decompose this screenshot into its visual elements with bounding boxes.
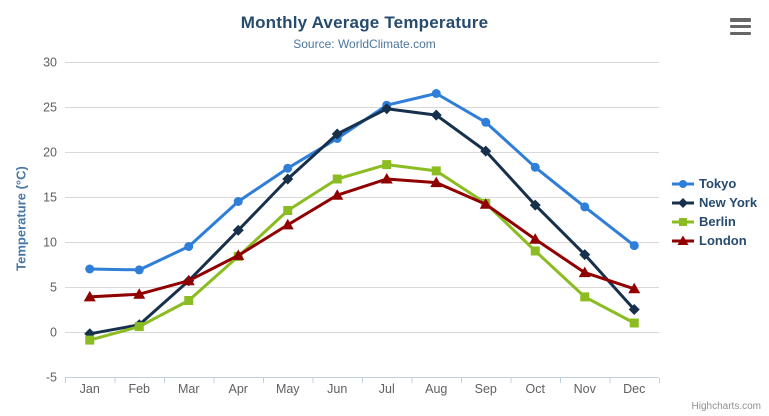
hamburger-icon <box>730 24 751 29</box>
data-point-marker[interactable] <box>628 282 641 294</box>
data-point-marker[interactable] <box>530 246 540 256</box>
data-point-marker[interactable] <box>529 199 541 211</box>
legend-label-london: London <box>699 233 747 248</box>
series-line-new-york[interactable] <box>88 107 636 336</box>
series-london[interactable] <box>83 173 641 302</box>
chart-title: Monthly Average Temperature <box>240 13 489 32</box>
data-point-marker[interactable] <box>579 249 591 261</box>
square-legend-icon <box>672 217 694 226</box>
data-point-marker[interactable] <box>282 173 294 185</box>
legend: Tokyo New York Berlin London <box>671 174 757 250</box>
data-point-marker[interactable] <box>133 288 146 299</box>
diamond-legend-icon <box>672 197 694 208</box>
x-axis-label: Dec <box>623 382 645 396</box>
data-point-marker[interactable] <box>382 160 392 170</box>
x-axis-label: Oct <box>526 382 546 396</box>
data-point-marker[interactable] <box>283 163 293 173</box>
y-axis-title: Temperature (°C) <box>13 166 29 271</box>
data-point-marker[interactable] <box>481 117 491 127</box>
data-point-marker[interactable] <box>430 109 442 121</box>
data-point-marker[interactable] <box>480 145 492 157</box>
hamburger-icon <box>730 18 751 22</box>
chart-context-menu-button[interactable] <box>730 18 751 35</box>
data-point-marker[interactable] <box>184 296 194 305</box>
data-point-marker[interactable] <box>578 266 591 278</box>
data-point-marker[interactable] <box>283 206 293 215</box>
x-axis-label: Jul <box>379 382 395 396</box>
data-point-marker[interactable] <box>629 241 639 251</box>
series-line-berlin[interactable] <box>88 163 636 342</box>
x-axis-label: Sep <box>475 382 497 396</box>
data-point-marker[interactable] <box>529 233 542 244</box>
y-axis-label: 10 <box>43 236 57 250</box>
data-point-marker[interactable] <box>233 197 243 206</box>
data-point-marker[interactable] <box>677 235 689 245</box>
data-point-marker[interactable] <box>83 290 96 302</box>
data-point-marker[interactable] <box>332 174 342 184</box>
series-tokyo[interactable] <box>85 89 639 275</box>
legend-item-tokyo[interactable]: Tokyo <box>671 174 757 193</box>
data-point-marker[interactable] <box>381 103 393 115</box>
legend-item-new-york[interactable]: New York <box>671 193 757 212</box>
data-point-marker[interactable] <box>530 162 540 172</box>
y-axis-label: 20 <box>43 146 57 160</box>
credits-link[interactable]: Highcharts.com <box>691 401 761 412</box>
y-axis-label: 30 <box>43 56 57 70</box>
x-axis-label: Mar <box>178 382 200 396</box>
x-axis-label: Aug <box>425 382 447 396</box>
chart-subtitle: Source: WorldClimate.com <box>293 37 436 51</box>
data-point-marker[interactable] <box>85 335 95 345</box>
circle-legend-icon <box>672 179 694 188</box>
data-point-marker[interactable] <box>134 265 144 275</box>
x-axis-label: Feb <box>128 382 150 396</box>
data-point-marker[interactable] <box>628 304 640 315</box>
data-point-marker[interactable] <box>679 217 687 226</box>
x-axis-label: Jan <box>80 382 100 396</box>
triangle-legend-icon <box>672 235 694 245</box>
data-point-marker[interactable] <box>431 89 441 98</box>
data-point-marker[interactable] <box>134 322 144 332</box>
x-axis-label: Jun <box>327 382 347 396</box>
y-axis-label: 0 <box>50 326 57 340</box>
data-point-marker[interactable] <box>331 128 343 140</box>
hamburger-icon <box>730 31 751 35</box>
y-axis-label: 15 <box>43 191 57 205</box>
series-new-york[interactable] <box>84 103 640 340</box>
data-point-marker[interactable] <box>479 198 492 209</box>
data-point-marker[interactable] <box>331 189 344 200</box>
data-point-marker[interactable] <box>430 176 443 188</box>
data-point-marker[interactable] <box>184 242 194 251</box>
legend-label-tokyo: Tokyo <box>699 176 737 191</box>
data-point-marker[interactable] <box>580 292 590 302</box>
data-point-marker[interactable] <box>232 249 245 261</box>
data-point-marker[interactable] <box>629 318 639 328</box>
y-axis-label: 5 <box>50 281 57 295</box>
y-axis-label: -5 <box>46 371 57 385</box>
y-axis-label: 25 <box>43 101 57 115</box>
legend-label-berlin: Berlin <box>699 214 736 229</box>
legend-label-new-york: New York <box>699 195 758 210</box>
data-point-marker[interactable] <box>281 218 294 230</box>
data-point-marker[interactable] <box>678 197 688 208</box>
x-axis-label: May <box>276 382 300 396</box>
data-point-marker[interactable] <box>580 202 590 212</box>
x-axis-label: Apr <box>229 382 248 396</box>
data-point-marker[interactable] <box>431 166 441 176</box>
data-point-marker[interactable] <box>85 264 95 274</box>
data-point-marker[interactable] <box>182 274 195 286</box>
x-axis-label: Nov <box>574 382 597 396</box>
data-point-marker[interactable] <box>232 224 244 236</box>
series-line-london[interactable] <box>88 177 636 299</box>
data-point-marker[interactable] <box>679 179 687 188</box>
data-point-marker[interactable] <box>380 173 393 184</box>
legend-item-london[interactable]: London <box>671 231 757 250</box>
legend-item-berlin[interactable]: Berlin <box>671 212 757 231</box>
